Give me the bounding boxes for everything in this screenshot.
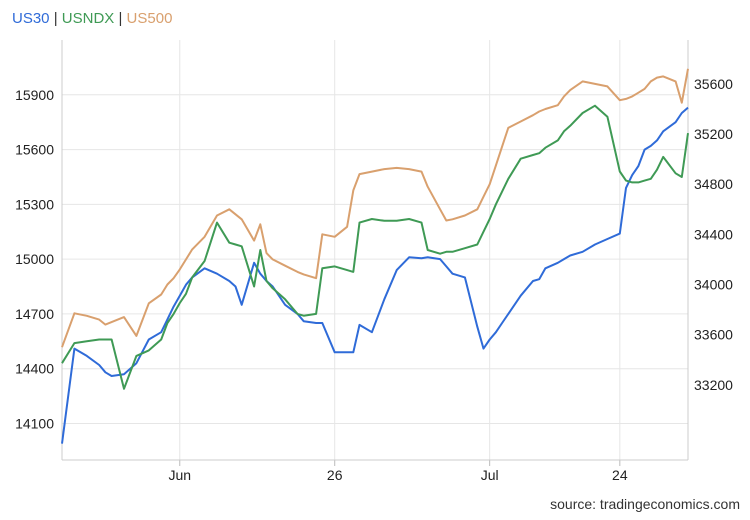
- series-line-usndx[interactable]: [61, 104, 689, 390]
- legend-separator: |: [53, 10, 58, 27]
- x-tick-label: 26: [327, 467, 343, 483]
- y-left-tick-label: 15600: [15, 142, 54, 158]
- x-tick-label: 24: [612, 467, 628, 483]
- y-left-tick-label: 15900: [15, 87, 54, 103]
- source-attribution[interactable]: source: tradingeconomics.com: [550, 496, 740, 512]
- y-right-tick-label: 33200: [694, 377, 733, 393]
- y-left-tick-label: 14700: [15, 306, 54, 322]
- legend-item-usndx[interactable]: USNDX: [61, 10, 115, 27]
- x-tick-label: Jul: [481, 467, 499, 483]
- series-line-us500[interactable]: [61, 68, 689, 348]
- y-right-tick-label: 34400: [694, 226, 733, 242]
- y-left-tick-label: 15000: [15, 251, 54, 267]
- y-right-tick-label: 34000: [694, 276, 733, 292]
- y-right-tick-label: 33600: [694, 327, 733, 343]
- y-right-tick-label: 34800: [694, 176, 733, 192]
- series-line-us30[interactable]: [61, 106, 689, 444]
- chart-legend: US30 | USNDX | US500: [12, 10, 172, 27]
- legend-item-us500[interactable]: US500: [126, 10, 173, 27]
- y-right-tick-label: 35600: [694, 76, 733, 92]
- legend-separator: |: [118, 10, 123, 27]
- x-tick-label: Jun: [168, 467, 191, 483]
- y-left-tick-label: 14100: [15, 415, 54, 431]
- y-left-tick-label: 14400: [15, 361, 54, 377]
- legend-item-us30[interactable]: US30: [12, 10, 50, 27]
- y-right-tick-label: 35200: [694, 126, 733, 142]
- y-left-tick-label: 15300: [15, 196, 54, 212]
